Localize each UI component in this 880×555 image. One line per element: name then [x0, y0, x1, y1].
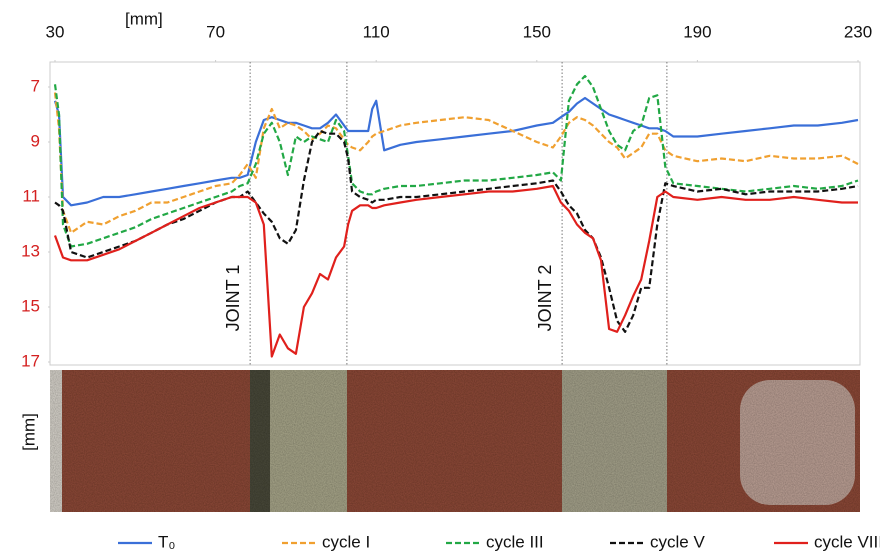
y-tick-label: 17: [21, 351, 40, 370]
plot-frame: [49, 61, 861, 366]
x-tick-label: 30: [46, 22, 65, 41]
y-tick-label: 9: [31, 131, 40, 150]
x-tick-label: 70: [206, 22, 225, 41]
x-tick-label: 190: [683, 22, 711, 41]
y-axis-label: [mm]: [19, 413, 38, 451]
legend-label: cycle VIII: [814, 532, 880, 551]
joint-label: JOINT 2: [535, 265, 555, 332]
y-tick-label: 11: [22, 186, 40, 205]
legend-label: T₀: [158, 532, 175, 551]
legend-label: cycle V: [650, 532, 705, 551]
y-tick-label: 13: [21, 241, 40, 260]
y-tick-label: 7: [31, 76, 40, 95]
x-tick-label: 230: [844, 22, 872, 41]
legend-label: cycle III: [486, 532, 544, 551]
x-tick-label: 110: [363, 22, 390, 41]
x-axis-label: [mm]: [125, 9, 163, 28]
joint-label: JOINT 1: [223, 265, 243, 332]
series-line: [54, 129, 859, 333]
y-tick-label: 15: [21, 296, 40, 315]
series-line: [53, 96, 859, 207]
series-line: [53, 184, 858, 358]
legend-label: cycle I: [322, 532, 370, 551]
x-tick-label: 150: [523, 22, 551, 41]
series-line: [53, 92, 859, 234]
specimen-photo: [50, 370, 860, 512]
series-line: [53, 74, 859, 248]
